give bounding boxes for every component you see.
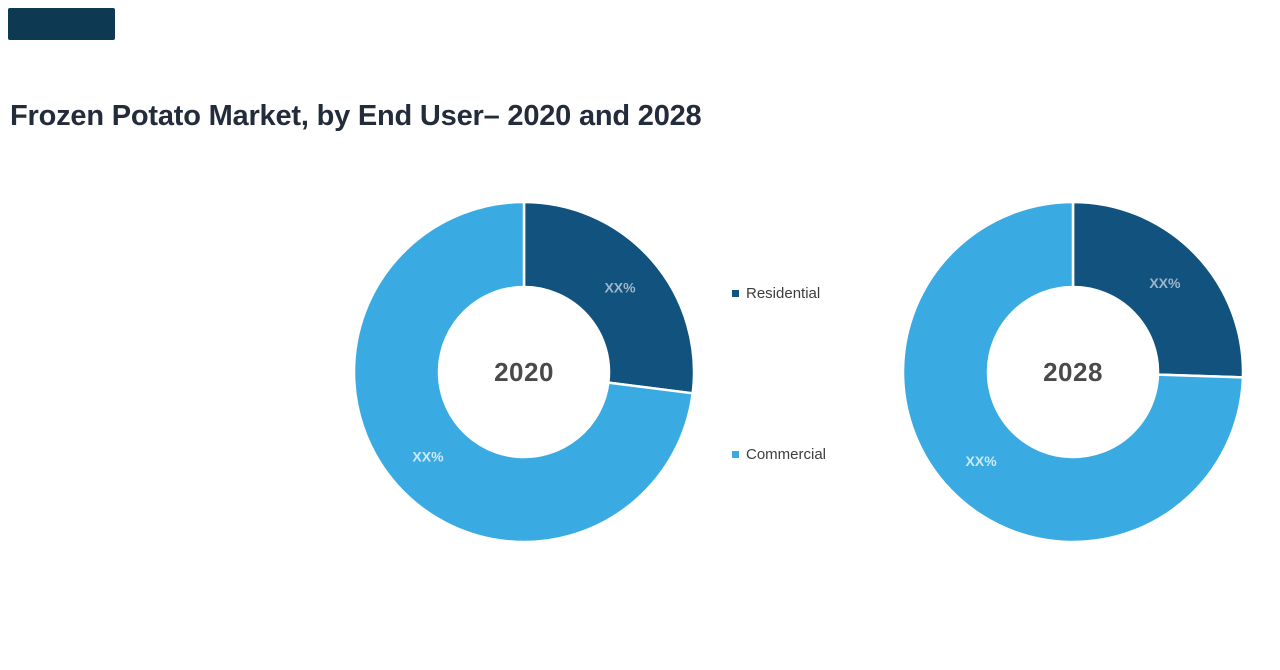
donut-chart-2028: XX% XX% 2028 xyxy=(901,200,1245,544)
slice-value-label-commercial-2028: XX% xyxy=(966,453,998,469)
slice-value-label-residential-2028: XX% xyxy=(1149,275,1181,291)
donut-slice-residential-2028 xyxy=(1071,200,1245,379)
corner-accent-block xyxy=(8,8,115,40)
donut-svg-2028: XX% XX% xyxy=(901,200,1245,544)
legend-label-commercial: Commercial xyxy=(746,446,827,463)
legend-item-residential: Residential xyxy=(732,286,820,301)
slice-value-label-residential-2020: XX% xyxy=(604,279,636,295)
donut-slice-commercial-2020 xyxy=(352,200,694,544)
donut-slice-residential-2020 xyxy=(522,200,696,395)
legend-item-commercial: Commercial xyxy=(732,447,826,462)
chart-legend: Residential Commercial xyxy=(732,286,872,466)
slice-value-label-commercial-2020: XX% xyxy=(412,449,444,465)
donut-chart-2020: XX% XX% 2020 xyxy=(352,200,696,544)
donut-center-year-2020: 2020 xyxy=(494,357,554,387)
donut-slice-commercial-2028 xyxy=(901,200,1245,544)
donut-center-year-2028: 2028 xyxy=(1043,357,1103,387)
commercial-swatch-icon xyxy=(732,451,739,458)
chart-title: Frozen Potato Market, by End User– 2020 … xyxy=(10,100,702,132)
legend-label-residential: Residential xyxy=(746,285,821,302)
residential-swatch-icon xyxy=(732,290,739,297)
donut-svg-2020: XX% XX% xyxy=(352,200,696,544)
